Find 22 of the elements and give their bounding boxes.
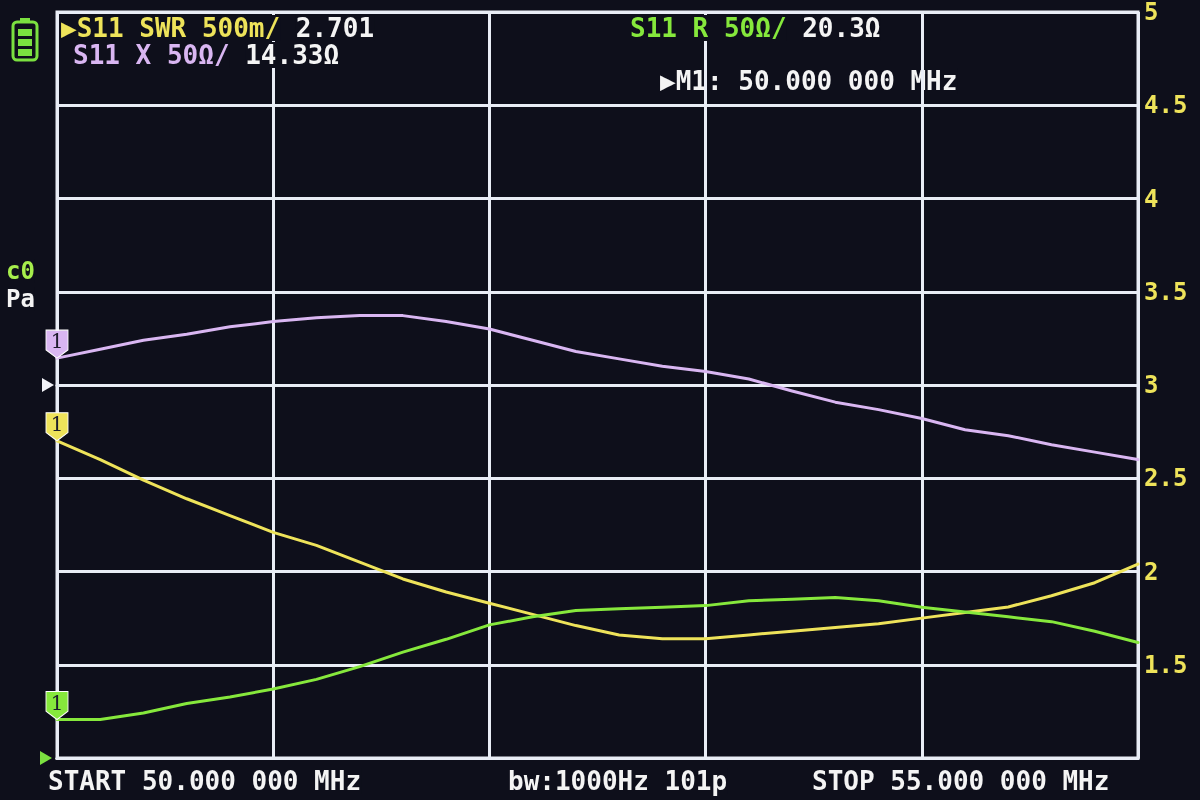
y-tick-label: 4.5 [1144, 91, 1188, 120]
y-tick-label: 2.5 [1144, 464, 1188, 493]
text: c0 [6, 257, 35, 285]
annotation: 1 [50, 411, 64, 436]
annotation: 20.3Ω [802, 13, 881, 43]
text: START 50.000 000 MHz [48, 766, 362, 796]
y-tick-label: 3.5 [1144, 277, 1188, 306]
y-tick-label: 5 [1144, 0, 1159, 26]
annotation: 1 [50, 690, 64, 715]
annotation: 14.33Ω [245, 40, 340, 70]
text: bw:1000Hz 101p [508, 766, 728, 796]
annotation: 2.701 [295, 13, 375, 43]
y-tick-label: 2 [1144, 557, 1159, 586]
text: Pa [6, 285, 35, 313]
text: S11 X 50Ω/ [73, 40, 230, 70]
annotation: 1 [50, 329, 64, 354]
text: STOP 55.000 000 MHz [812, 766, 1110, 796]
y-tick-label: 3 [1144, 371, 1159, 399]
text: S11 R 50Ω/ [630, 13, 787, 43]
text: ▶S11 SWR 500m/ [61, 13, 281, 43]
y-tick-label: 1.5 [1144, 650, 1188, 679]
y-tick-label: 4 [1144, 184, 1159, 213]
